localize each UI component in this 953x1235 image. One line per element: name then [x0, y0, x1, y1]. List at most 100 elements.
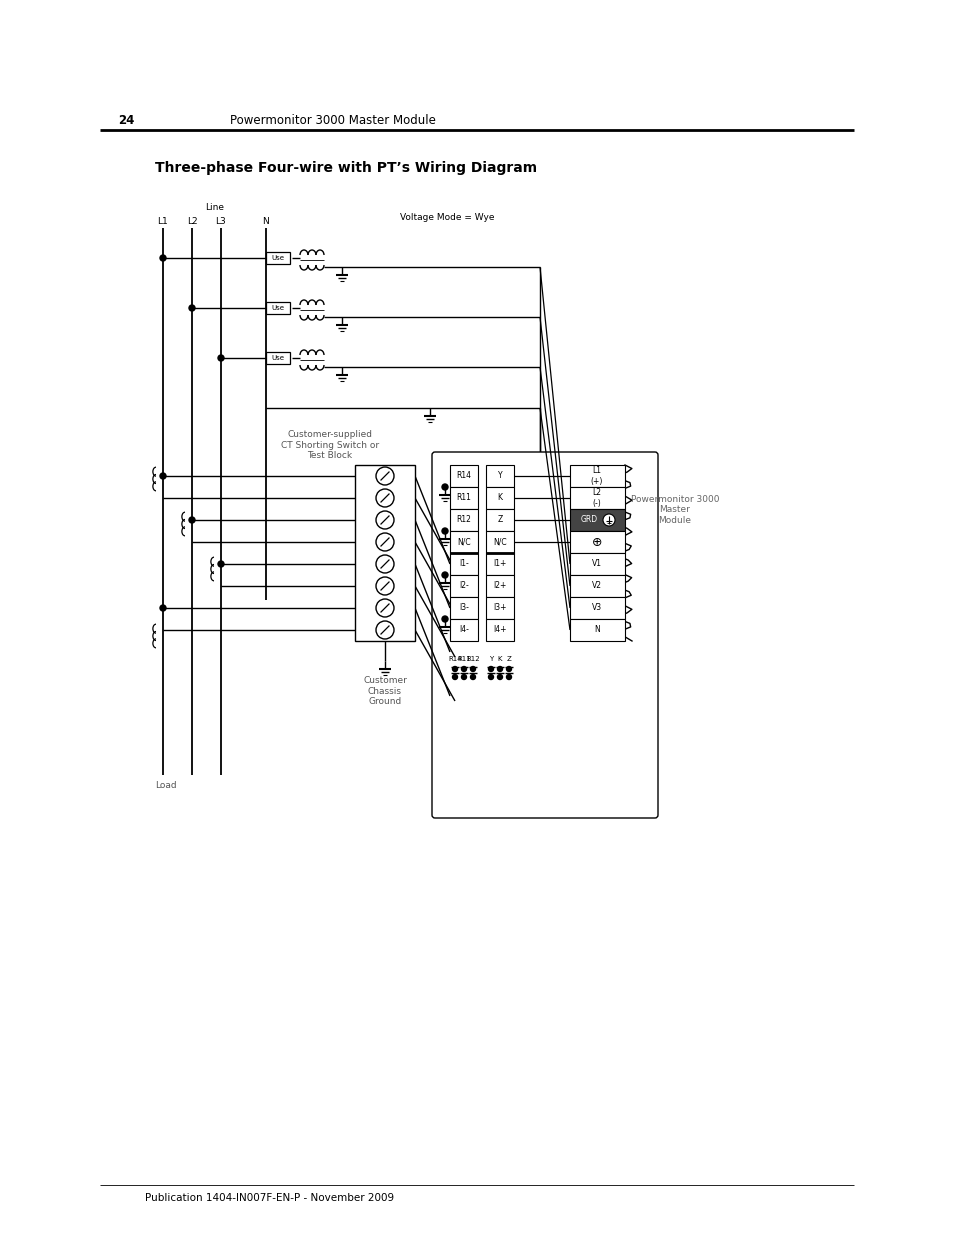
Text: Customer
Chassis
Ground: Customer Chassis Ground [363, 676, 407, 706]
Bar [266, 352, 290, 364]
Text: V2: V2 [592, 582, 601, 590]
Bar [485, 531, 514, 553]
Circle shape [470, 674, 475, 679]
Circle shape [160, 473, 166, 479]
Bar [569, 509, 624, 531]
Circle shape [488, 667, 493, 672]
Bar [450, 466, 477, 487]
Text: L2: L2 [187, 217, 197, 226]
Text: ⊕: ⊕ [591, 536, 601, 548]
Text: Powermonitor 3000 Master Module: Powermonitor 3000 Master Module [230, 114, 436, 126]
Circle shape [452, 674, 457, 679]
Text: I4-: I4- [458, 625, 469, 635]
Text: L1
(+): L1 (+) [590, 467, 602, 485]
Text: N: N [594, 625, 599, 635]
Text: Voltage Mode = Wye: Voltage Mode = Wye [399, 214, 494, 222]
Text: I1-: I1- [458, 559, 468, 568]
Circle shape [375, 555, 394, 573]
Text: Z: Z [506, 656, 511, 662]
Circle shape [375, 599, 394, 618]
Bar [485, 509, 514, 531]
Circle shape [470, 667, 475, 672]
Text: R11: R11 [456, 656, 471, 662]
Circle shape [375, 534, 394, 551]
Circle shape [375, 467, 394, 485]
Text: K: K [497, 494, 502, 503]
Bar [569, 466, 624, 487]
Bar [485, 576, 514, 597]
Text: Load: Load [154, 781, 176, 789]
Circle shape [375, 511, 394, 529]
Text: R14: R14 [456, 472, 471, 480]
Bar [450, 509, 477, 531]
Text: Use: Use [272, 305, 284, 311]
Bar [450, 576, 477, 597]
Text: Use: Use [272, 254, 284, 261]
Circle shape [461, 674, 466, 679]
Circle shape [375, 489, 394, 508]
Circle shape [375, 577, 394, 595]
Circle shape [497, 667, 502, 672]
Text: I3+: I3+ [493, 604, 506, 613]
FancyBboxPatch shape [432, 452, 658, 818]
Circle shape [441, 572, 448, 578]
Text: Three-phase Four-wire with PT’s Wiring Diagram: Three-phase Four-wire with PT’s Wiring D… [154, 161, 537, 175]
Text: V1: V1 [592, 559, 601, 568]
Text: Powermonitor 3000
Master
Module: Powermonitor 3000 Master Module [630, 495, 719, 525]
Text: V3: V3 [591, 604, 601, 613]
Bar [485, 597, 514, 619]
Text: Use: Use [272, 354, 284, 361]
Bar [450, 531, 477, 553]
Text: L3: L3 [215, 217, 226, 226]
Bar [485, 553, 514, 576]
Text: N: N [262, 217, 269, 226]
Circle shape [160, 254, 166, 261]
Bar [450, 553, 477, 576]
Circle shape [441, 484, 448, 490]
Bar [569, 487, 624, 509]
Text: GRD: GRD [579, 515, 597, 525]
Text: I4+: I4+ [493, 625, 506, 635]
Circle shape [452, 667, 457, 672]
Text: I1+: I1+ [493, 559, 506, 568]
Text: R12: R12 [456, 515, 471, 525]
Circle shape [441, 616, 448, 622]
Bar [569, 576, 624, 597]
Text: K: K [497, 656, 501, 662]
Text: L2
(-): L2 (-) [592, 488, 601, 508]
Bar [450, 597, 477, 619]
Circle shape [218, 561, 224, 567]
Text: Z: Z [497, 515, 502, 525]
Text: Publication 1404-IN007F-EN-P - November 2009: Publication 1404-IN007F-EN-P - November … [145, 1193, 394, 1203]
Circle shape [375, 621, 394, 638]
Bar [450, 487, 477, 509]
Circle shape [506, 674, 511, 679]
Circle shape [602, 514, 615, 526]
Bar [569, 597, 624, 619]
Text: Y: Y [488, 656, 493, 662]
Circle shape [218, 354, 224, 361]
Text: N/C: N/C [493, 537, 506, 547]
Text: 24: 24 [118, 114, 134, 126]
Circle shape [441, 529, 448, 534]
Text: R12: R12 [466, 656, 479, 662]
Circle shape [160, 605, 166, 611]
Circle shape [189, 305, 194, 311]
Bar [355, 466, 415, 641]
Text: L1: L1 [157, 217, 168, 226]
Text: Y: Y [497, 472, 502, 480]
Text: Customer-supplied
CT Shorting Switch or
Test Block: Customer-supplied CT Shorting Switch or … [280, 430, 378, 459]
Text: I2+: I2+ [493, 582, 506, 590]
Bar [569, 553, 624, 576]
Bar [485, 466, 514, 487]
Text: I3-: I3- [458, 604, 469, 613]
Circle shape [506, 667, 511, 672]
Bar [485, 619, 514, 641]
Bar [569, 619, 624, 641]
Bar [450, 619, 477, 641]
Bar [569, 531, 624, 553]
Text: Line: Line [205, 204, 224, 212]
Bar [266, 252, 290, 264]
Text: R14: R14 [448, 656, 461, 662]
Bar [485, 487, 514, 509]
